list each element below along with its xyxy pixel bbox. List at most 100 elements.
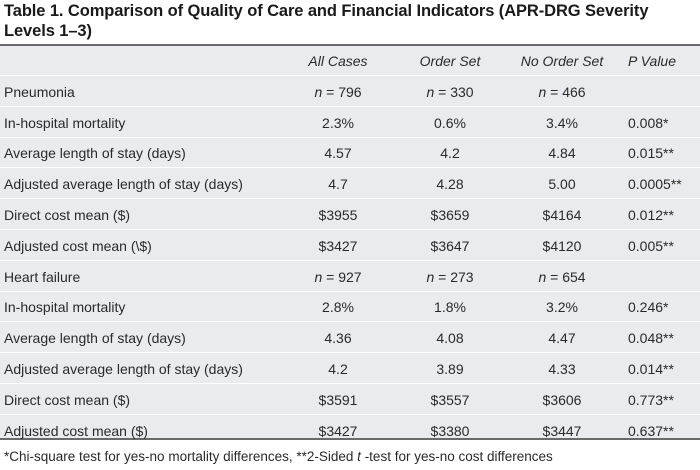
header-cell-no-order-set: No Order Set bbox=[520, 53, 604, 69]
cell-p-value bbox=[614, 77, 698, 107]
cell-order-set: 4.08 bbox=[436, 330, 464, 347]
cell-order-set: 4.28 bbox=[436, 176, 464, 193]
n-symbol: n bbox=[314, 83, 323, 100]
n-symbol: n bbox=[538, 83, 547, 100]
row-label: Adjusted cost mean ($) bbox=[4, 422, 148, 439]
cell-p-value: 0.637** bbox=[628, 422, 674, 439]
n-equals: = bbox=[322, 268, 339, 285]
n-symbol: n bbox=[538, 268, 547, 285]
header-cell-order-set: Order Set bbox=[419, 53, 481, 69]
header-cell-all-cases: All Cases bbox=[308, 53, 368, 69]
table-group-row: Pneumonia n = 796 n = 330 n = 466 bbox=[0, 77, 700, 107]
cell-p-value: 0.008* bbox=[628, 114, 669, 131]
table-row: In-hospital mortality 2.3% 0.6% 3.4% 0.008* bbox=[0, 108, 700, 138]
cell-order-set: n = 330 bbox=[402, 77, 498, 107]
row-label: In-hospital mortality bbox=[4, 114, 126, 131]
cell-all-cases: $3427 bbox=[318, 237, 358, 254]
cell-p-value: 0.0005** bbox=[628, 176, 682, 193]
cell-all-cases: 2.3% bbox=[322, 114, 354, 131]
n-value: 273 bbox=[450, 268, 474, 285]
row-label: Adjusted cost mean (\$) bbox=[4, 237, 152, 254]
cell-order-set: $3380 bbox=[430, 422, 470, 439]
cell-no-order-set: 4.33 bbox=[548, 361, 576, 377]
table-header-row: All Cases Order Set No Order Set P Value bbox=[0, 46, 700, 76]
table-caption: Table 1. Comparison of Quality of Care a… bbox=[0, 0, 700, 44]
row-label: In-hospital mortality bbox=[4, 299, 126, 316]
cell-p-value: 0.773** bbox=[628, 391, 674, 408]
footnote-text-1: *Chi-square test for yes-no mortality di… bbox=[4, 449, 358, 464]
row-label: Average length of stay (days) bbox=[4, 330, 186, 347]
n-value: 466 bbox=[562, 83, 586, 100]
cell-p-value: 0.246* bbox=[628, 299, 669, 316]
n-value: 654 bbox=[562, 268, 586, 285]
cell-all-cases: n = 927 bbox=[290, 262, 386, 292]
table-row: Adjusted average length of stay (days) 4.… bbox=[0, 169, 700, 200]
table-title: Table 1. Comparison of Quality of Care a… bbox=[4, 2, 649, 40]
cell-no-order-set: 3.4% bbox=[546, 114, 578, 131]
cell-p-value: 0.014** bbox=[628, 361, 674, 377]
cell-all-cases: 4.36 bbox=[324, 330, 352, 347]
cell-p-value bbox=[614, 262, 698, 292]
table-row: Adjusted cost mean (\$) $3427 $3647 $4120 0.… bbox=[0, 231, 700, 261]
n-value: 796 bbox=[338, 83, 362, 100]
row-label: Average length of stay (days) bbox=[4, 145, 186, 162]
n-equals: = bbox=[434, 268, 451, 285]
cell-order-set: $3659 bbox=[430, 207, 470, 223]
n-equals: = bbox=[434, 83, 451, 100]
cell-p-value: 0.015** bbox=[628, 145, 674, 162]
footnote-t: t bbox=[357, 449, 361, 464]
cell-order-set: $3647 bbox=[430, 237, 470, 254]
n-symbol: n bbox=[426, 268, 435, 285]
cell-order-set: 1.8% bbox=[434, 299, 466, 316]
n-equals: = bbox=[546, 83, 563, 100]
cell-all-cases: $3427 bbox=[318, 422, 358, 439]
n-symbol: n bbox=[314, 268, 323, 285]
cell-no-order-set: 5.00 bbox=[548, 176, 576, 193]
table-row: In-hospital mortality 2.8% 1.8% 3.2% 0.246* bbox=[0, 292, 700, 323]
table-row: Average length of stay (days) 4.57 4.2 4.84… bbox=[0, 138, 700, 169]
n-value: 330 bbox=[450, 83, 474, 100]
row-label: Direct cost mean ($) bbox=[4, 391, 131, 408]
n-equals: = bbox=[546, 268, 563, 285]
cell-order-set: 0.6% bbox=[434, 114, 466, 131]
data-table: All Cases Order Set No Order Set P Value… bbox=[0, 44, 700, 446]
cell-order-set: $3557 bbox=[430, 391, 470, 408]
cell-no-order-set: n = 654 bbox=[512, 262, 612, 292]
cell-all-cases: 4.57 bbox=[324, 145, 352, 162]
cell-all-cases: n = 796 bbox=[290, 77, 386, 107]
row-label: Direct cost mean ($) bbox=[4, 207, 131, 223]
cell-no-order-set: n = 466 bbox=[512, 77, 612, 107]
cell-no-order-set: $3606 bbox=[542, 391, 582, 408]
cell-all-cases: 2.8% bbox=[322, 299, 354, 316]
cell-p-value: 0.012** bbox=[628, 207, 674, 223]
cell-no-order-set: 4.47 bbox=[548, 330, 576, 347]
row-label: Adjusted average length of stay (days) bbox=[4, 361, 243, 377]
n-symbol: n bbox=[426, 83, 435, 100]
cell-no-order-set: $4164 bbox=[542, 207, 582, 223]
cell-order-set: 3.89 bbox=[436, 361, 464, 377]
cell-all-cases: $3955 bbox=[318, 207, 358, 223]
footnote-text-2: -test for yes-no cost differences bbox=[360, 449, 553, 464]
header-cell-p-value: P Value bbox=[628, 53, 676, 69]
cell-no-order-set: $4120 bbox=[542, 237, 582, 254]
cell-all-cases: $3591 bbox=[318, 391, 358, 408]
row-label: Adjusted average length of stay (days) bbox=[4, 176, 243, 193]
table-group-row: Heart failure n = 927 n = 273 n = 654 bbox=[0, 262, 700, 292]
cell-all-cases: 4.2 bbox=[328, 361, 348, 377]
cell-all-cases: 4.7 bbox=[328, 176, 348, 193]
row-label: Pneumonia bbox=[4, 83, 75, 100]
cell-p-value: 0.005** bbox=[628, 237, 674, 254]
n-equals: = bbox=[322, 83, 339, 100]
table-row: Average length of stay (days) 4.36 4.08 4.4… bbox=[0, 323, 700, 354]
table-row: Direct cost mean ($) $3955 $3659 $4164 0.012… bbox=[0, 200, 700, 230]
cell-no-order-set: 3.2% bbox=[546, 299, 578, 316]
table-row: Adjusted average length of stay (days) 4.… bbox=[0, 354, 700, 384]
cell-no-order-set: 4.84 bbox=[548, 145, 576, 162]
cell-order-set: n = 273 bbox=[402, 262, 498, 292]
cell-p-value: 0.048** bbox=[628, 330, 674, 347]
table-footnote: *Chi-square test for yes-no mortality di… bbox=[4, 448, 698, 466]
table-row: Adjusted cost mean ($) $3427 $3380 $3447 0.6… bbox=[0, 416, 700, 446]
cell-order-set: 4.2 bbox=[440, 145, 460, 162]
cell-no-order-set: $3447 bbox=[542, 422, 582, 439]
n-value: 927 bbox=[338, 268, 362, 285]
